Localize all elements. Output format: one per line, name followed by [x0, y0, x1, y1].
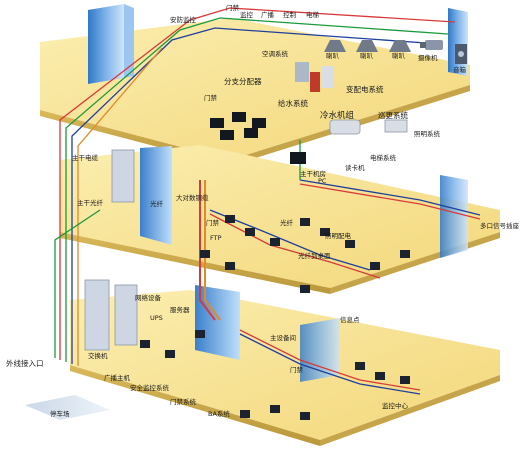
- label-broadcast-host: 广播主机: [104, 373, 131, 382]
- horn-icon-1: [324, 40, 346, 52]
- workstations-middle: [200, 215, 410, 293]
- label-control: 控制: [283, 10, 297, 19]
- server-rack-middle: [111, 149, 135, 203]
- label-hvac: 空调系统: [262, 49, 289, 58]
- label-fiber: 光纤: [150, 199, 164, 208]
- label-speaker: 音箱: [453, 65, 467, 74]
- left-tower-side: [124, 4, 134, 78]
- label-monitor-center: 监控中心: [382, 401, 409, 410]
- label-net-equipment: 网络设备: [135, 293, 162, 302]
- chiller-icon: [329, 119, 408, 135]
- speaker-icon: [455, 44, 467, 64]
- label-door-access: 门禁: [226, 3, 240, 12]
- ground-wall-right: [300, 318, 340, 382]
- label-ups: UPS: [150, 314, 163, 322]
- label-pc: PC: [318, 177, 327, 185]
- label-horn-2: 喇叭: [360, 51, 374, 60]
- server-racks-ground: [84, 279, 138, 351]
- label-security-host: 安全监控系统: [130, 383, 170, 392]
- ground-wall-center: [195, 285, 240, 360]
- label-door-floor1: 门禁: [290, 365, 304, 374]
- labels: 门禁 安防监控 监控 广播 控制 电梯 喇叭 喇叭 喇叭 摄像机 音箱 空调系统…: [6, 3, 520, 418]
- label-camera: 摄像机: [418, 53, 438, 62]
- label-door-floor2: 门禁: [206, 218, 220, 227]
- label-power-dist: 变配电系统: [346, 84, 384, 94]
- camera-icon: [420, 40, 443, 50]
- middle-wall-right: [440, 175, 468, 258]
- label-parking: 停车场: [50, 409, 70, 418]
- label-trunk-fiber: 主干光纤: [77, 198, 104, 207]
- label-door-top: 门禁: [204, 93, 218, 102]
- label-broadcast: 广播: [261, 10, 275, 19]
- label-lighting: 照明系统: [414, 129, 441, 138]
- label-water-supply: 给水系统: [278, 98, 308, 108]
- label-door-system: 门禁系统: [170, 397, 197, 406]
- label-server: 服务器: [170, 305, 190, 314]
- label-elevator-sys: 电梯系统: [370, 153, 397, 162]
- label-monitoring: 监控: [240, 10, 254, 19]
- label-patrol: 巡更系统: [378, 110, 408, 120]
- monitors-top: [210, 112, 306, 164]
- label-fiber-desktop: 光纤到桌面: [298, 251, 331, 260]
- workstations-ground: [140, 330, 410, 420]
- equipment-rack-top: [295, 62, 334, 92]
- label-chiller: 冷水机组: [320, 110, 355, 121]
- label-main-cable-room: 主干机房: [300, 169, 326, 178]
- label-distributor: 分支分配器: [224, 76, 262, 86]
- label-lighting-relay: 照明配电: [325, 231, 352, 240]
- ground-floor-slab: [70, 290, 500, 446]
- label-ftp: FTP: [210, 234, 222, 242]
- left-tower: [88, 4, 124, 84]
- label-large-copper: 大对数铜缆: [176, 193, 209, 202]
- label-ba-system: BA系统: [208, 409, 230, 418]
- label-security-monitor: 安防监控: [170, 15, 197, 24]
- label-card-reader: 读卡机: [345, 163, 365, 172]
- label-switch: 交换机: [88, 351, 108, 360]
- label-cable-run: 光纤: [280, 218, 294, 227]
- label-horn-3: 喇叭: [392, 51, 406, 60]
- horn-icon-3: [389, 40, 411, 52]
- label-trunk-cable: 主干电缆: [72, 153, 99, 162]
- label-elevator: 电梯: [306, 10, 320, 19]
- horn-icon-2: [356, 40, 378, 52]
- label-info-point: 信息点: [340, 315, 360, 324]
- label-main-room: 主设备间: [270, 333, 296, 342]
- parking-area: [25, 395, 110, 420]
- label-multi-port: 多口信号插座: [480, 221, 520, 230]
- label-horn: 喇叭: [326, 51, 340, 60]
- middle-wall-left: [140, 146, 172, 245]
- label-outside-entry: 外线接入口: [6, 358, 44, 368]
